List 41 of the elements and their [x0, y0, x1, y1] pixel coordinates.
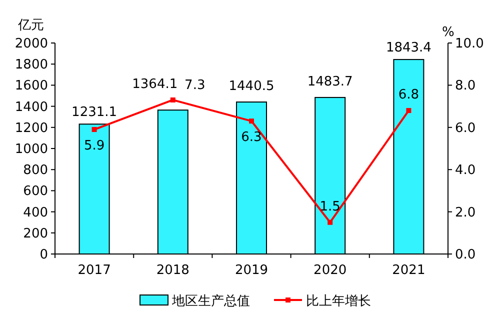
y2-tick-label: 0.0 — [455, 248, 476, 262]
y-tick-label: 1200 — [14, 120, 48, 136]
y-tick-label: 400 — [23, 205, 48, 220]
y2-tick-label: 2.0 — [455, 205, 476, 220]
y-tick-label: 1600 — [14, 78, 48, 94]
data-label: 7.3 — [184, 78, 206, 93]
y-tick-label: 600 — [23, 184, 48, 200]
x-tick-label: 2017 — [78, 263, 111, 278]
point — [92, 127, 97, 132]
y-tick-label: 0 — [40, 248, 48, 262]
y-tick-label: 1000 — [14, 142, 48, 157]
data-label: 6.3 — [241, 130, 262, 146]
y2-axis-title: % — [442, 25, 454, 40]
y-tick-label: 1800 — [14, 58, 48, 73]
y2-tick-label: 8.0 — [455, 78, 476, 94]
x-tick-label: 2021 — [392, 263, 426, 278]
y-tick-label: 800 — [23, 163, 48, 178]
data-label: 1843.4 — [386, 40, 432, 56]
y2-tick-label: 4.0 — [455, 163, 476, 178]
data-label: 5.9 — [84, 138, 105, 154]
point — [406, 108, 412, 114]
x-tick-label: 2019 — [234, 263, 268, 278]
legend-label: 地区生产总值 — [171, 294, 250, 309]
y-tick-label: 200 — [23, 226, 48, 242]
legend-label: 比上年增长 — [306, 294, 371, 309]
y2-tick-label: 10.0 — [455, 36, 484, 52]
data-label: 1483.7 — [307, 74, 353, 90]
point — [249, 118, 254, 124]
data-label: 1364.1 — [132, 77, 178, 92]
point — [328, 220, 333, 225]
y-tick-label: 1400 — [14, 100, 48, 115]
data-label: 1231.1 — [72, 105, 118, 120]
x-tick-label: 2020 — [314, 263, 347, 278]
y-axis-title: 亿元 — [17, 18, 44, 33]
y-tick-label: 2000 — [14, 36, 48, 52]
data-label: 1.5 — [320, 199, 340, 214]
y2-tick-label: 6.0 — [455, 120, 476, 136]
data-label: 6.8 — [398, 88, 420, 103]
point — [170, 97, 176, 102]
data-label: 1440.5 — [228, 79, 274, 94]
x-tick-label: 2018 — [156, 263, 190, 278]
